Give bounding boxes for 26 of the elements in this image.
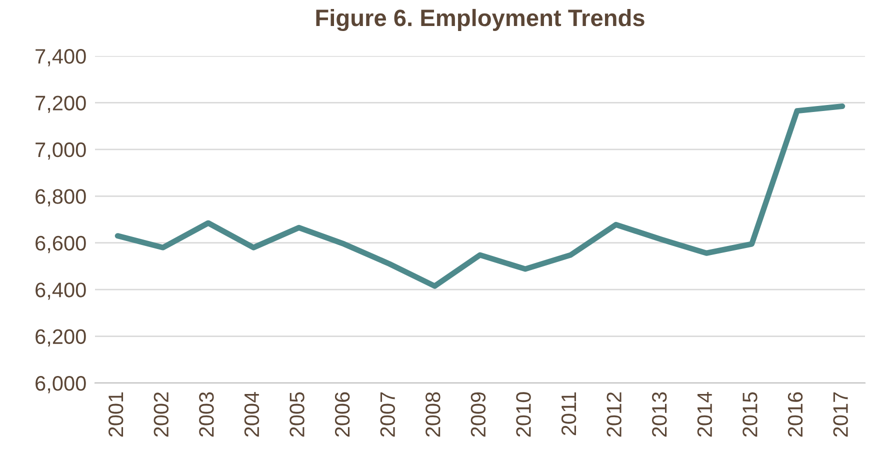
y-tick-label: 6,400 xyxy=(36,282,86,300)
x-tick-label: 2014 xyxy=(697,392,712,437)
chart-title: Figure 6. Employment Trends xyxy=(316,8,644,32)
x-tick-label: 2008 xyxy=(426,392,440,437)
y-tick-label: 7,200 xyxy=(36,96,86,113)
y-tick-label: 6,800 xyxy=(36,189,86,206)
x-tick-label: 2011 xyxy=(561,392,576,436)
x-tick-label: 2006 xyxy=(334,392,350,437)
x-tick-label: 2005 xyxy=(290,392,304,437)
x-tick-label: 2001 xyxy=(108,392,124,437)
y-tick-label: 6,600 xyxy=(36,236,86,254)
x-tick-label: 2013 xyxy=(652,392,667,437)
x-tick-label: 2003 xyxy=(199,392,214,437)
y-tick-label: 7,000 xyxy=(36,142,86,160)
x-tick-label: 2016 xyxy=(788,392,803,437)
x-tick-label: 2017 xyxy=(833,392,848,437)
x-tick-label: 2010 xyxy=(516,392,531,437)
y-tick-label: 6,200 xyxy=(36,329,86,346)
x-tick-label: 2009 xyxy=(470,392,486,437)
x-tick-label: 2002 xyxy=(154,392,169,437)
y-tick-label: 7,400 xyxy=(36,49,86,66)
y-tick-label: 6,000 xyxy=(36,376,86,394)
x-tick-label: 2007 xyxy=(380,392,396,437)
x-tick-label: 2015 xyxy=(742,392,758,437)
x-tick-label: 2012 xyxy=(606,392,622,437)
x-tick-label: 2004 xyxy=(244,392,260,437)
